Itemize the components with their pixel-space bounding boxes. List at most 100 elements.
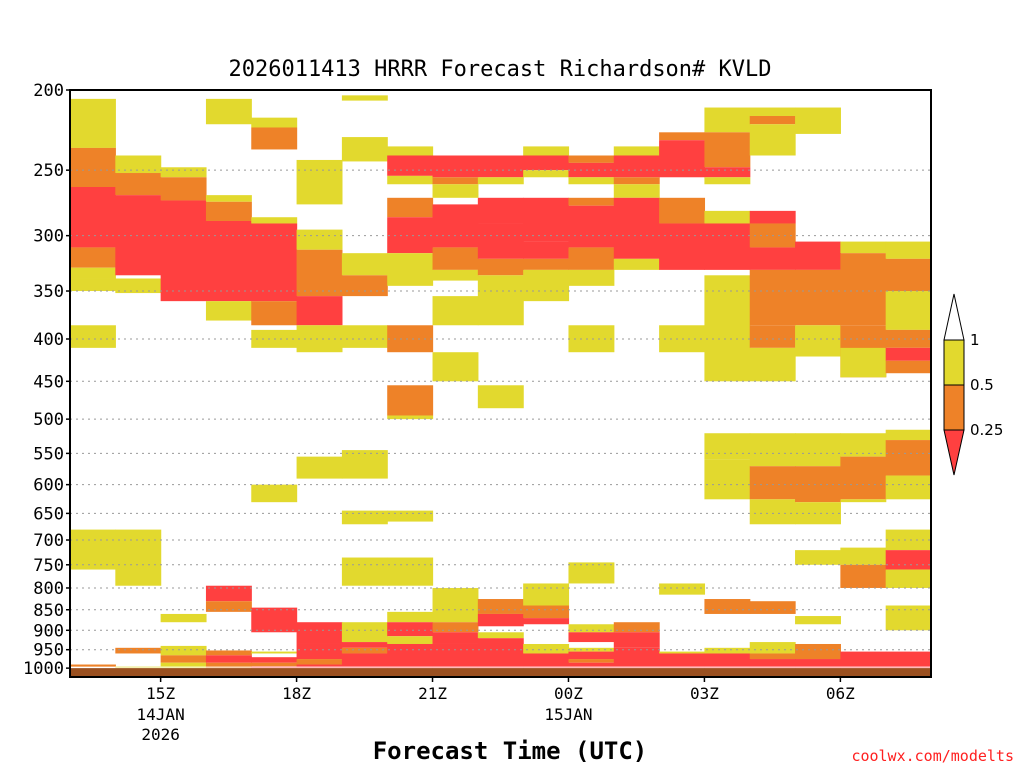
heat-cell bbox=[387, 415, 434, 420]
heat-cell bbox=[387, 175, 434, 185]
y-tick-label: 300 bbox=[33, 227, 64, 247]
heat-cell bbox=[341, 653, 388, 669]
heat-cell bbox=[477, 223, 524, 259]
x-tick-date: 15JAN bbox=[544, 705, 592, 724]
heat-cell bbox=[341, 642, 388, 648]
heat-cell bbox=[341, 95, 388, 101]
heat-cell bbox=[840, 347, 887, 378]
y-tick-label: 550 bbox=[33, 444, 64, 464]
heat-cell bbox=[795, 433, 841, 467]
heat-cell bbox=[795, 616, 841, 625]
heat-cell bbox=[613, 258, 660, 270]
heat-cell bbox=[749, 433, 796, 467]
heat-cell bbox=[432, 622, 479, 633]
heat-cell bbox=[568, 247, 615, 270]
heat-cell bbox=[568, 624, 615, 633]
heat-cell bbox=[115, 173, 162, 196]
heat-cell bbox=[885, 360, 932, 374]
heat-cell bbox=[115, 195, 162, 276]
heat-cell bbox=[795, 241, 841, 270]
heat-cell bbox=[70, 267, 116, 279]
y-tick-label: 650 bbox=[33, 504, 64, 524]
heat-cell bbox=[387, 253, 434, 286]
heat-cell bbox=[251, 484, 298, 503]
heat-cell bbox=[341, 137, 388, 162]
heat-cell bbox=[568, 162, 615, 178]
x-tick-label: 03Z bbox=[690, 684, 719, 703]
heat-cell bbox=[341, 325, 388, 348]
heat-cell bbox=[523, 170, 570, 178]
heat-cell bbox=[795, 466, 841, 503]
heat-cell bbox=[885, 651, 932, 669]
heat-cell bbox=[251, 217, 298, 224]
y-tick-label: 600 bbox=[33, 476, 64, 496]
heat-cell bbox=[432, 177, 479, 185]
x-axis-label: Forecast Time (UTC) bbox=[373, 737, 648, 765]
heat-cell bbox=[477, 632, 524, 639]
heat-cell bbox=[795, 659, 841, 669]
heat-cell bbox=[749, 601, 796, 614]
heat-cell bbox=[704, 653, 751, 669]
heat-cell bbox=[296, 622, 343, 644]
heat-cell bbox=[70, 664, 116, 668]
heat-cell bbox=[704, 167, 751, 178]
heat-cell bbox=[704, 275, 751, 382]
heat-cell bbox=[160, 613, 207, 623]
heat-cell bbox=[749, 466, 796, 500]
heat-cell bbox=[205, 301, 252, 321]
heat-cell bbox=[341, 275, 388, 297]
heat-cell bbox=[432, 204, 479, 248]
heat-cell bbox=[387, 611, 434, 623]
y-tick-label: 200 bbox=[33, 81, 64, 101]
heat-cell bbox=[205, 220, 252, 302]
y-axis-ticks: 200 250 300 350 400 450 500 550 600 650 700 750 8008… bbox=[23, 81, 70, 679]
heat-cell bbox=[70, 325, 116, 348]
heat-cell bbox=[523, 197, 570, 242]
heat-cell bbox=[477, 275, 524, 326]
heat-cell bbox=[160, 645, 207, 656]
heat-cell bbox=[70, 529, 116, 570]
chart-title: 2026011413 HRRR Forecast Richardson# KVL… bbox=[228, 57, 771, 82]
heat-cell bbox=[704, 223, 751, 270]
heat-cell bbox=[885, 440, 932, 476]
heat-cell bbox=[840, 547, 887, 565]
x-tick-label: 18Z bbox=[282, 684, 311, 703]
heat-cell bbox=[477, 638, 524, 669]
heat-cell bbox=[296, 643, 343, 660]
heat-cell bbox=[704, 433, 751, 460]
ground-below-surface bbox=[70, 668, 931, 677]
heat-cell bbox=[160, 662, 207, 669]
heat-cell bbox=[205, 195, 252, 202]
heat-cell bbox=[387, 622, 434, 637]
heat-cell bbox=[70, 247, 116, 268]
heat-cell bbox=[477, 258, 524, 276]
heat-cell bbox=[115, 647, 162, 654]
heat-cell bbox=[613, 184, 660, 198]
heat-cell bbox=[523, 618, 570, 625]
heat-cell bbox=[296, 296, 343, 326]
heat-cell bbox=[749, 269, 796, 326]
heat-cell bbox=[160, 167, 207, 178]
heat-cell bbox=[840, 499, 887, 503]
heat-cell bbox=[251, 607, 298, 633]
heat-cell bbox=[613, 622, 660, 633]
heat-cell bbox=[749, 124, 796, 156]
heat-cell bbox=[568, 205, 615, 248]
heat-cell bbox=[885, 258, 932, 292]
heat-cell bbox=[659, 140, 706, 178]
heat-cell bbox=[659, 653, 706, 669]
credit-text[interactable]: coolwx.com/modelts bbox=[851, 747, 1014, 765]
heat-cell bbox=[296, 159, 343, 205]
heat-cell bbox=[160, 177, 207, 201]
colorbar-legend: 1 0.5 0.25 bbox=[943, 293, 1003, 476]
heat-cell bbox=[613, 146, 660, 156]
x-tick-label: 00Z bbox=[554, 684, 583, 703]
heat-cell bbox=[749, 659, 796, 669]
heat-cell bbox=[885, 605, 932, 631]
y-tick-label: 800 bbox=[33, 579, 64, 599]
heat-cell bbox=[387, 197, 434, 218]
heat-cell bbox=[749, 499, 796, 525]
heat-cell bbox=[341, 253, 388, 276]
heat-cell bbox=[885, 291, 932, 330]
heat-cell bbox=[296, 456, 343, 479]
